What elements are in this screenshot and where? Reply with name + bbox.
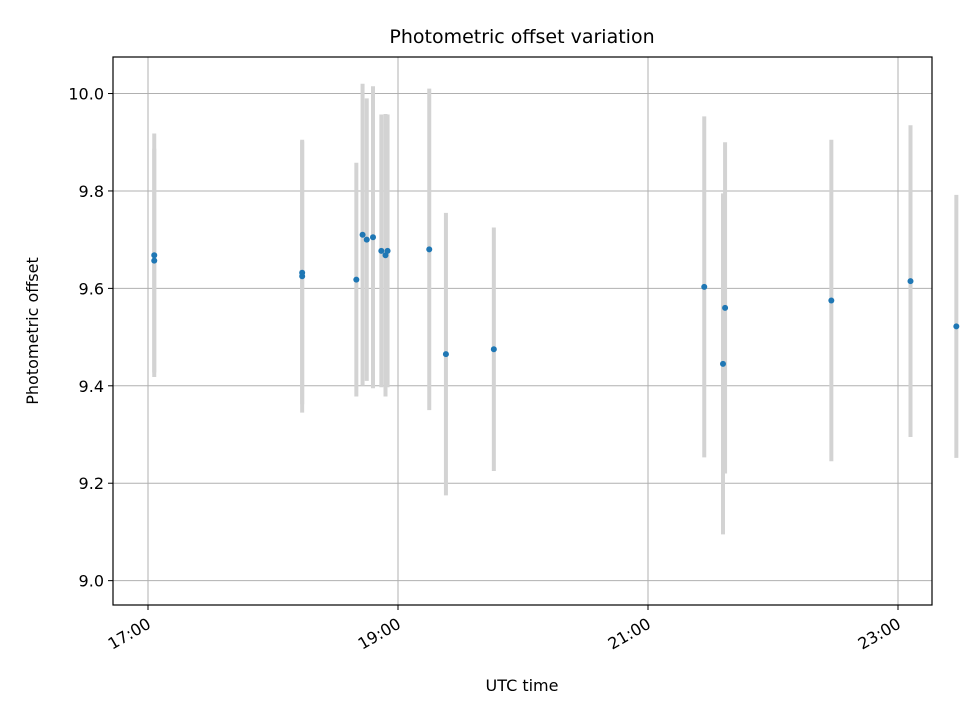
- chart-title: Photometric offset variation: [389, 26, 654, 48]
- data-point: [828, 297, 835, 304]
- data-point: [442, 351, 449, 358]
- grid: [113, 57, 932, 605]
- y-tick-label: 9.0: [79, 572, 104, 591]
- y-axis-ticks: 9.0 9.2 9.4 9.6 9.8 10.0: [68, 85, 113, 591]
- data-point: [490, 346, 497, 353]
- data-point: [701, 283, 708, 290]
- data-point: [720, 360, 726, 367]
- data-point: [151, 257, 158, 264]
- data-points: [151, 231, 960, 367]
- data-point: [151, 252, 158, 259]
- data-point: [359, 231, 366, 238]
- y-tick-label: 10.0: [68, 85, 104, 104]
- y-tick-label: 9.4: [79, 377, 104, 396]
- data-point: [353, 276, 360, 283]
- y-tick-label: 9.2: [79, 474, 104, 493]
- data-point: [384, 247, 391, 254]
- data-point: [299, 269, 306, 276]
- data-point: [907, 278, 914, 285]
- data-point: [363, 236, 370, 243]
- data-point: [953, 323, 960, 330]
- data-point: [370, 234, 376, 241]
- y-tick-label: 9.8: [79, 182, 104, 201]
- data-point: [378, 247, 385, 254]
- y-axis-label: Photometric offset: [23, 257, 42, 405]
- plot-frame: [112, 56, 933, 606]
- data-point: [722, 304, 729, 311]
- data-point: [426, 246, 433, 253]
- x-axis-label: UTC time: [486, 676, 559, 695]
- y-tick-label: 9.6: [79, 279, 104, 298]
